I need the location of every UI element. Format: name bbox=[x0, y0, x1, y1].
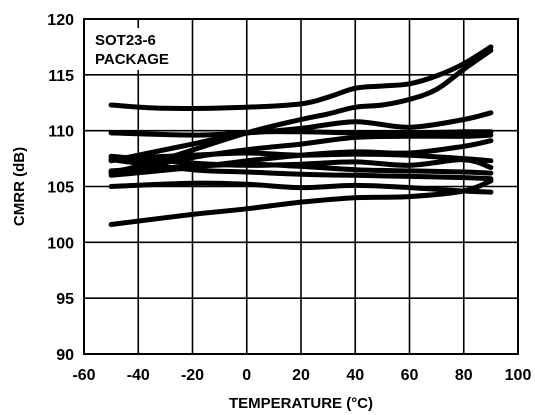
y-tick-label: 100 bbox=[47, 235, 74, 252]
x-tick-labels: -60 -40 -20 0 20 40 60 80 100 bbox=[72, 367, 531, 384]
cmrr-curve-1 bbox=[108, 44, 494, 111]
annotation-background bbox=[88, 28, 184, 70]
package-annotation: SOT23-6 PACKAGE bbox=[88, 28, 184, 70]
cmrr-curve-2 bbox=[108, 47, 494, 176]
x-tick-label: 100 bbox=[505, 367, 532, 384]
cmrr-curve-8 bbox=[108, 153, 494, 170]
cmrr-curve-3 bbox=[108, 110, 494, 138]
x-tick-label: -20 bbox=[181, 367, 204, 384]
x-tick-label: 80 bbox=[455, 367, 473, 384]
y-tick-labels: 90 95 100 105 110 115 120 bbox=[47, 12, 74, 364]
cmrr-curve-4 bbox=[108, 129, 494, 164]
y-tick-label: 110 bbox=[48, 124, 74, 141]
annotation-line-2: PACKAGE bbox=[95, 51, 169, 68]
y-tick-label: 115 bbox=[48, 68, 74, 85]
x-tick-label: -40 bbox=[127, 367, 150, 384]
cmrr-curve-12 bbox=[108, 178, 494, 227]
x-tick-label: -60 bbox=[72, 367, 95, 384]
x-tick-label: 60 bbox=[401, 367, 419, 384]
y-tick-label: 95 bbox=[56, 291, 74, 308]
x-tick-label: 40 bbox=[346, 367, 364, 384]
y-tick-label: 105 bbox=[47, 180, 74, 197]
plot-frame bbox=[83, 18, 519, 355]
x-tick-label: 20 bbox=[292, 367, 310, 384]
x-tick-label: 0 bbox=[242, 367, 251, 384]
y-tick-label: 120 bbox=[47, 12, 74, 29]
cmrr-curve-9 bbox=[108, 161, 494, 176]
y-axis-title: CMRR (dB) bbox=[11, 147, 28, 226]
cmrr-curve-10 bbox=[108, 157, 494, 182]
annotation-line-1: SOT23-6 bbox=[95, 32, 156, 49]
series-layer bbox=[108, 44, 494, 227]
y-tick-label: 90 bbox=[56, 347, 74, 364]
x-axis-title: TEMPERATURE (°C) bbox=[229, 395, 373, 412]
